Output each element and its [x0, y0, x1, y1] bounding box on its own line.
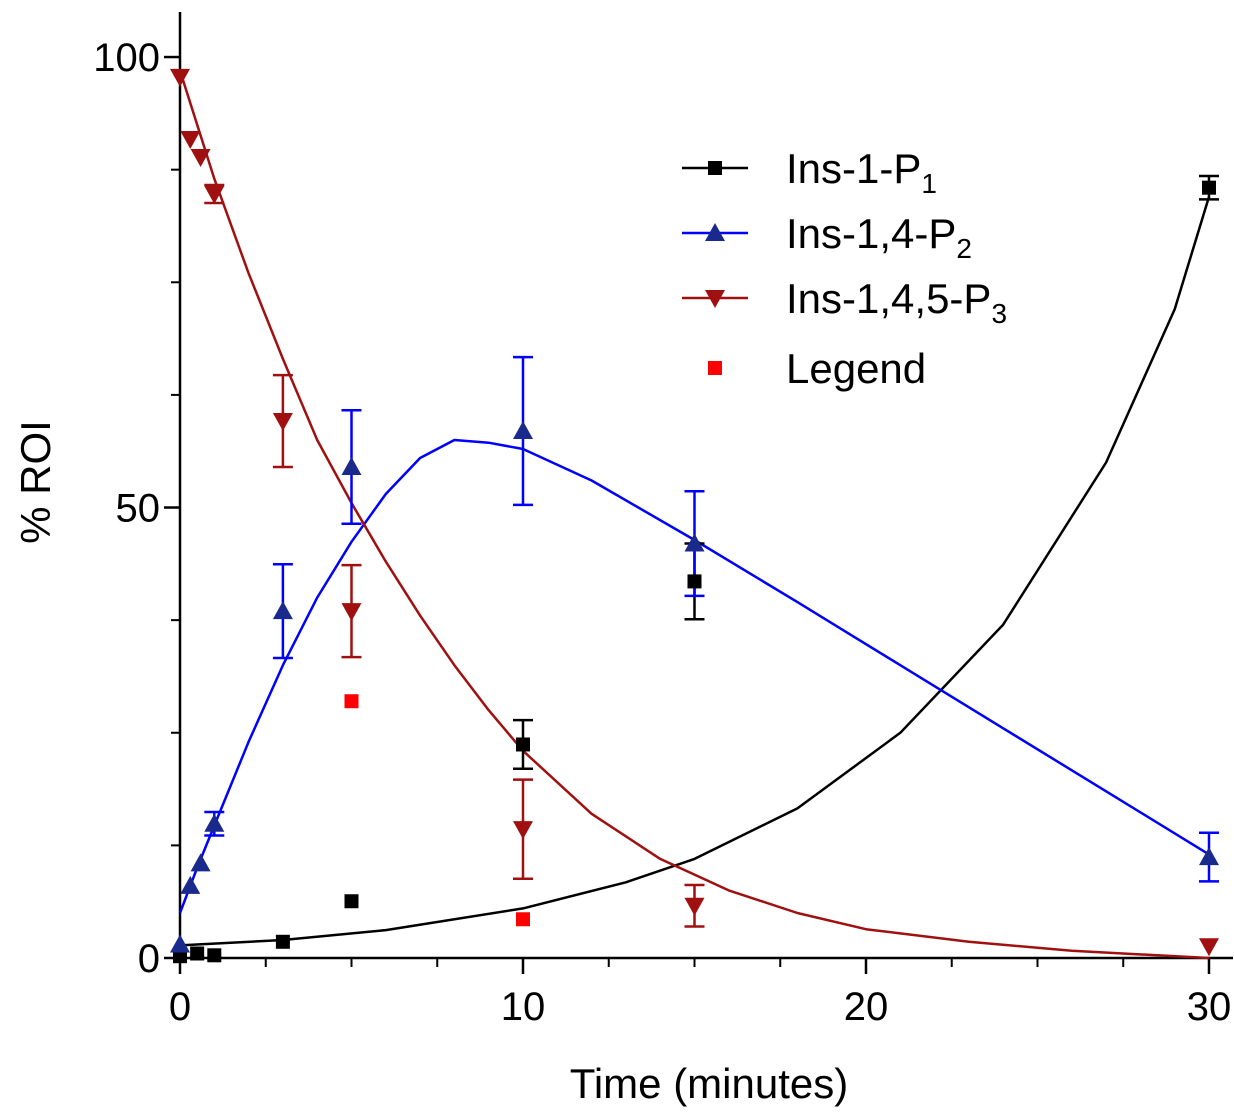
- data-point-series-1: [1198, 847, 1219, 866]
- y-tick-label: 100: [93, 36, 160, 80]
- legend-marker: [708, 361, 722, 375]
- legend-label: Ins-1,4-P2: [786, 210, 972, 264]
- fit-curve-series-0: [179, 196, 1211, 947]
- data-point-series-2: [204, 185, 225, 204]
- legend: Ins-1-P1 Ins-1,4-P2 Ins-1,4,5-P3 Legend: [682, 145, 1007, 392]
- legend-marker: [705, 290, 725, 308]
- error-bars: [204, 174, 1219, 928]
- data-point-series-0: [275, 934, 290, 949]
- legend-label-subscript: 2: [956, 233, 972, 264]
- y-tick-label: 50: [116, 487, 161, 531]
- data-point-series-1: [684, 533, 705, 552]
- data-point-series-2: [190, 149, 211, 168]
- data-point-series-1: [204, 813, 225, 832]
- data-markers: [170, 68, 1219, 964]
- x-tick-label: 30: [1187, 985, 1232, 1029]
- x-tick-label: 20: [844, 985, 889, 1029]
- data-point-series-1: [170, 934, 190, 953]
- data-point-series-2: [684, 897, 705, 916]
- data-point-series-2: [180, 131, 201, 150]
- data-point-series-0: [173, 949, 187, 964]
- legend-label: Ins-1,4,5-P3: [786, 275, 1007, 329]
- legend-label-subscript: 3: [991, 298, 1007, 329]
- legend-marker: [705, 223, 725, 241]
- fit-curve-series-2: [178, 70, 1210, 960]
- data-point-series-2: [341, 603, 362, 622]
- fit-curves: [178, 70, 1211, 960]
- data-point-series-0: [207, 948, 222, 963]
- legend-label-subscript: 1: [921, 168, 937, 199]
- data-point-series-0: [687, 574, 702, 589]
- data-point-series-1: [341, 456, 362, 475]
- x-tick-label: 0: [169, 985, 191, 1029]
- fit-curve-series-1: [178, 438, 1210, 914]
- legend-label: Legend: [786, 345, 926, 392]
- data-point-series-3: [344, 694, 359, 709]
- data-point-series-1: [512, 420, 533, 439]
- data-point-series-2: [1198, 938, 1219, 957]
- data-point-series-0: [1201, 180, 1216, 195]
- data-point-series-2: [170, 68, 190, 87]
- data-point-series-2: [512, 821, 533, 840]
- y-axis-title: % ROI: [12, 420, 59, 544]
- data-point-series-1: [272, 601, 293, 620]
- data-point-series-3: [515, 912, 530, 927]
- axes: 0 10 20 30 0 50 100: [93, 12, 1233, 1029]
- data-point-series-0: [515, 737, 530, 752]
- x-axis-title: Time (minutes): [570, 1060, 848, 1107]
- data-point-series-0: [190, 946, 205, 961]
- x-tick-label: 10: [501, 985, 546, 1029]
- legend-label: Ins-1-P1: [786, 145, 937, 199]
- legend-marker: [708, 161, 722, 175]
- data-point-series-0: [344, 894, 359, 909]
- data-point-series-1: [180, 875, 201, 894]
- data-point-series-1: [190, 853, 211, 872]
- data-point-series-2: [272, 413, 293, 432]
- y-tick-label: 0: [138, 937, 160, 981]
